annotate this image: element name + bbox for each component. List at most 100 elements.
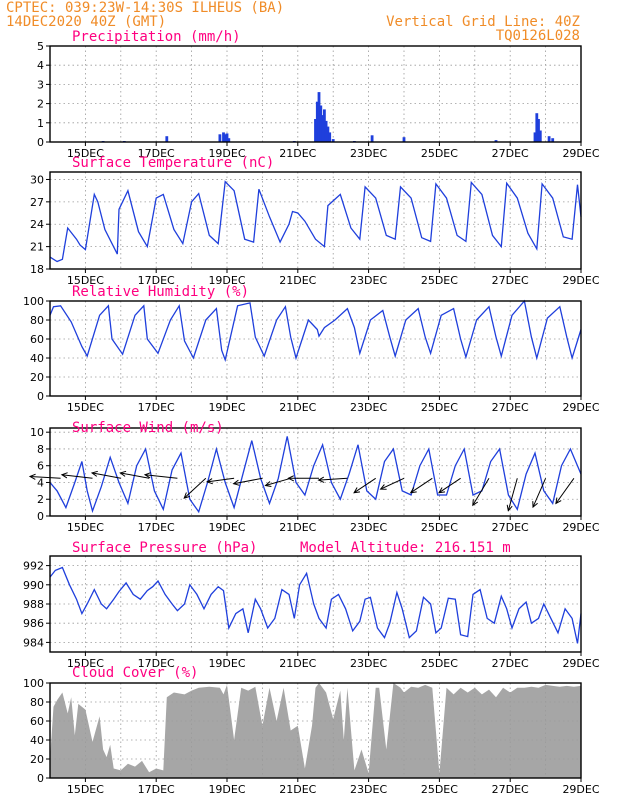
cloud-area: [50, 683, 581, 778]
precip-xtick-label: 23DEC: [350, 147, 387, 160]
precipitation-title: Precipitation (mm/h): [72, 29, 241, 45]
wind-vector: [472, 478, 490, 506]
rh-ytick-label: 20: [30, 371, 44, 384]
precip-bar: [494, 140, 498, 142]
precip-xtick-label: 25DEC: [421, 147, 458, 160]
precip-ytick-label: 3: [37, 78, 44, 91]
wind-vector-head: [119, 470, 127, 477]
cloud-xtick-label: 21DEC: [279, 783, 316, 796]
wind-vector-head: [90, 470, 98, 477]
wind-plot: 0 2 4 6 8 10 15DEC 17DEC 19DEC 21DEC 23DEC 25DEC 27D…: [28, 426, 600, 534]
temp-ytick-label: 21: [30, 241, 44, 254]
pres-xtick-label: 15DEC: [67, 657, 104, 670]
pres-xtick-label: 17DEC: [138, 657, 175, 670]
wind-vector-head: [317, 476, 325, 483]
rh-xtick-label: 15DEC: [67, 401, 104, 414]
precip-bar: [547, 136, 551, 142]
cloud-cover-panel: 0 20 40 60 80 100 15DEC 17DEC 19DEC 21DEC 23DEC 25D…: [23, 665, 600, 796]
cloud-xtick-label: 15DEC: [67, 783, 104, 796]
precip-bar: [331, 139, 335, 142]
rh-xtick-label: 29DEC: [562, 401, 599, 414]
wind-vector: [207, 477, 235, 483]
cloud-xtick-label: 29DEC: [562, 783, 599, 796]
cloud-ytick-label: 80: [30, 696, 44, 709]
pres-xtick-label: 21DEC: [279, 657, 316, 670]
rh-xtick-label: 23DEC: [350, 401, 387, 414]
wind-vector: [507, 478, 518, 511]
precip-bar: [227, 138, 231, 142]
wind-xtick-label: 19DEC: [208, 521, 245, 534]
temp-series-line: [49, 180, 582, 263]
surface-wind-title: Surface Wind (m/s): [72, 420, 224, 436]
precip-bar: [223, 134, 227, 142]
wind-vector-head: [409, 487, 417, 494]
wind-ytick-label: 2: [37, 493, 44, 506]
surface-temperature-panel: 18 21 24 27 30 15DEC 17DEC 19DEC 21DEC 23DEC 25DEC…: [30, 155, 600, 287]
precip-frame: [49, 45, 582, 143]
pres-plot: 984 986 988 990 992 15DEC 17DEC 19DEC 21DEC 23DEC…: [23, 555, 600, 670]
wind-vector: [410, 477, 433, 494]
precip-ytick-label: 0: [37, 136, 44, 149]
wind-vector-head: [353, 487, 361, 494]
precip-ytick-label: 2: [37, 98, 44, 111]
surface-pressure-panel: 984 986 988 990 992 15DEC 17DEC 19DEC 21DEC 23DEC…: [23, 540, 600, 670]
precip-bar: [326, 126, 330, 142]
rh-xtick-label: 25DEC: [421, 401, 458, 414]
cloud-xtick-label: 25DEC: [421, 783, 458, 796]
temp-xtick-label: 23DEC: [350, 274, 387, 287]
cloud-ytick-label: 0: [37, 772, 44, 785]
wind-vector-head: [143, 472, 151, 479]
precip-bar: [317, 92, 321, 142]
precip-bar: [314, 119, 317, 142]
wind-vector: [183, 477, 207, 499]
vertical-grid-note: Vertical Grid Line: 40Z: [386, 14, 580, 30]
wind-vector-head: [205, 478, 213, 485]
precip-bar: [535, 113, 539, 142]
wind-vector: [61, 474, 93, 479]
temp-xtick-label: 17DEC: [138, 274, 175, 287]
pres-xtick-label: 25DEC: [421, 657, 458, 670]
cloud-ytick-label: 60: [30, 715, 44, 728]
wind-vector-head: [438, 487, 446, 494]
wind-vector-head: [264, 481, 272, 487]
precip-bar: [321, 115, 324, 142]
wind-ytick-label: 8: [37, 443, 44, 456]
pres-series-line: [49, 566, 582, 644]
wind-ytick-label: 6: [37, 460, 44, 473]
rh-xtick-label: 27DEC: [492, 401, 529, 414]
cloud-frame: [49, 682, 582, 779]
precip-xtick-label: 15DEC: [67, 147, 104, 160]
wind-vector-head: [60, 472, 68, 479]
model-altitude-note: Model Altitude: 216.151 m: [300, 540, 511, 556]
precip-bar: [165, 136, 169, 142]
wind-xtick-label: 17DEC: [138, 521, 175, 534]
wind-vector: [555, 478, 575, 504]
rh-ytick-label: 60: [30, 333, 44, 346]
precip-xtick-label: 27DEC: [492, 147, 529, 160]
precip-bar: [538, 130, 542, 142]
pres-ytick-label: 992: [23, 560, 44, 573]
precip-bar: [551, 138, 555, 142]
wind-vector: [120, 472, 150, 479]
precip-bar: [402, 137, 406, 142]
rh-xtick-label: 21DEC: [279, 401, 316, 414]
cloud-ytick-label: 40: [30, 734, 44, 747]
rh-xtick-label: 17DEC: [138, 401, 175, 414]
rh-ytick-label: 40: [30, 352, 44, 365]
wind-vector-head: [532, 501, 538, 509]
wind-vector-head: [232, 479, 240, 486]
wind-vector-head: [379, 484, 387, 490]
wind-xtick-label: 29DEC: [562, 521, 599, 534]
wind-vector: [318, 477, 348, 481]
model-id: TQ0126L028: [496, 28, 580, 44]
relative-humidity-panel: 0 20 40 60 80 100 15DEC 17DEC 19DEC 21DEC 23DEC 25D…: [23, 284, 600, 414]
wind-xtick-label: 25DEC: [421, 521, 458, 534]
precip-bar: [319, 105, 323, 142]
temp-ytick-label: 24: [30, 218, 44, 231]
cloud-cover-title: Cloud Cover (%): [72, 665, 198, 681]
cloud-xtick-label: 17DEC: [138, 783, 175, 796]
wind-ytick-label: 4: [37, 476, 44, 489]
surface-wind-panel: 0 2 4 6 8 10 15DEC 17DEC 19DEC 21DEC 23DEC 25DEC 27D…: [28, 420, 600, 534]
pres-ytick-label: 988: [23, 598, 44, 611]
